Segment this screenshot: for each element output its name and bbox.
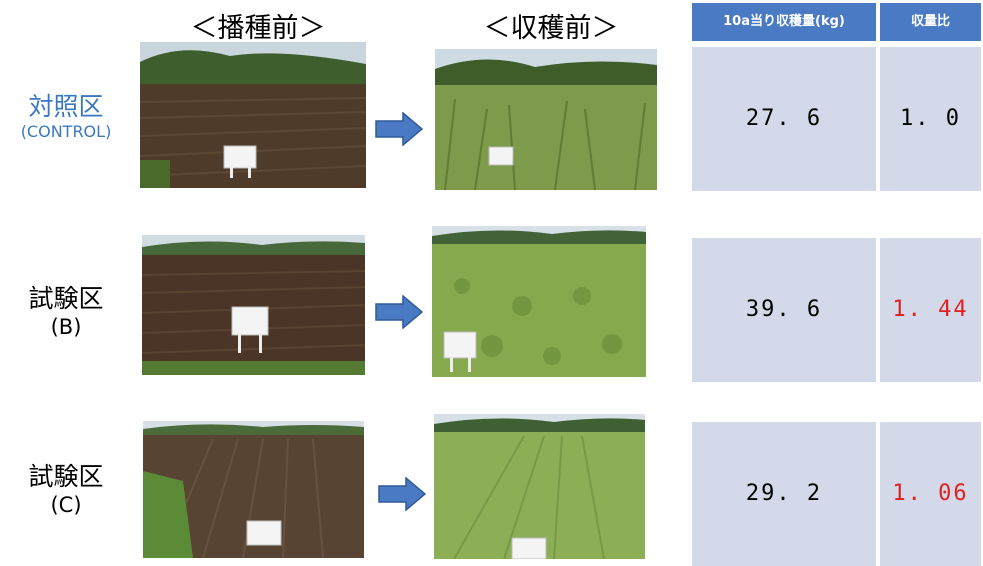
cell-yield-control: 27. 6 — [692, 47, 876, 191]
right-arrow-icon — [378, 476, 427, 512]
photo-control-before-sowing — [140, 42, 366, 188]
photo-control-before-harvest — [435, 49, 657, 190]
cell-yield-b: 39. 6 — [692, 238, 876, 382]
header-before-harvest: ＜収穫前＞ — [483, 13, 619, 44]
row-label-sub: (C) — [50, 493, 82, 517]
cell-ratio-b: 1. 44 — [880, 238, 981, 382]
table-header-ratio: 収量比 — [880, 3, 981, 41]
row-label-main: 試験区 — [28, 284, 104, 313]
row-label-sub: (B) — [50, 315, 82, 339]
right-arrow-icon — [375, 294, 424, 330]
row-label-test-c: 試験区 (C) — [6, 462, 126, 518]
cell-ratio-c: 1. 06 — [880, 422, 981, 566]
photo-c-before-harvest — [434, 414, 645, 559]
table-header-yield: 10a当り収穫量(kg) — [692, 3, 876, 41]
row-label-control: 対照区 (CONTROL) — [6, 92, 126, 142]
row-label-sub: (CONTROL) — [20, 122, 112, 141]
row-label-main: 対照区 — [28, 92, 104, 121]
cell-ratio-control: 1. 0 — [880, 47, 981, 191]
row-label-main: 試験区 — [28, 462, 104, 491]
right-arrow-icon — [375, 111, 424, 147]
cell-yield-c: 29. 2 — [692, 422, 876, 566]
photo-b-before-sowing — [142, 235, 365, 375]
row-label-test-b: 試験区 (B) — [6, 284, 126, 340]
photo-c-before-sowing — [143, 421, 364, 558]
photo-b-before-harvest — [432, 226, 646, 377]
header-before-sowing: ＜播種前＞ — [190, 13, 326, 44]
